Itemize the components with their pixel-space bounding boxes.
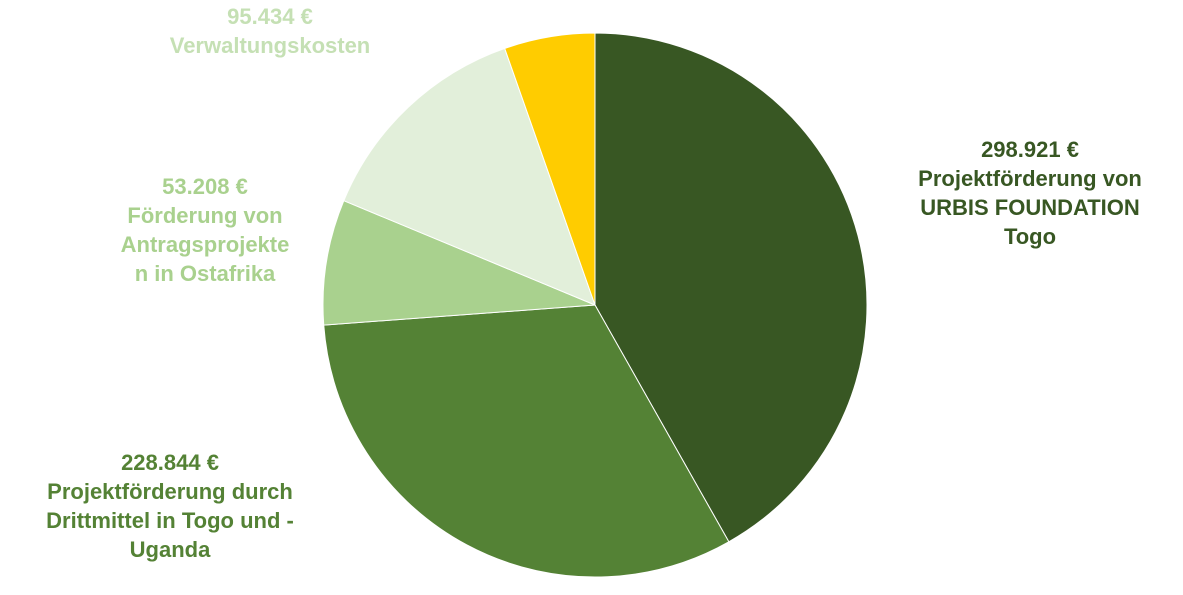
slice-label-verwaltungskosten: 95.434 € Verwaltungskosten: [150, 2, 390, 60]
slice-urbis-togo: [594, 32, 868, 543]
slice-verwaltungskosten: [343, 47, 596, 306]
slice-other: [504, 32, 596, 306]
slice-name-label: Antragsprojekte: [120, 232, 290, 257]
slice-name-label: Projektförderung von: [918, 166, 1142, 191]
slice-antragsprojekte: [322, 200, 596, 326]
slice-name-label: Drittmittel in Togo und -: [46, 508, 294, 533]
slice-name-label: Togo: [1003, 224, 1057, 249]
slice-label-antragsprojekte: 53.208 € Förderung von Antragsprojekte n…: [85, 172, 325, 288]
slice-name-label: Verwaltungskosten: [169, 33, 371, 58]
slice-name-label: Uganda: [129, 537, 211, 562]
slice-name-label: Förderung von: [127, 203, 283, 228]
slice-name-label: URBIS FOUNDATION: [920, 195, 1140, 220]
slice-label-drittmittel: 228.844 € Projektförderung durch Drittmi…: [0, 448, 340, 564]
slice-label-urbis-togo: 298.921 € Projektförderung von URBIS FOU…: [880, 135, 1180, 251]
slice-value-label: 228.844 €: [121, 450, 219, 475]
slice-value-label: 95.434 €: [227, 4, 313, 29]
slice-drittmittel: [323, 304, 730, 578]
slice-name-label: Projektförderung durch: [47, 479, 293, 504]
slice-value-label: 298.921 €: [981, 137, 1079, 162]
slice-name-label: n in Ostafrika: [134, 261, 276, 286]
slice-value-label: 53.208 €: [162, 174, 248, 199]
